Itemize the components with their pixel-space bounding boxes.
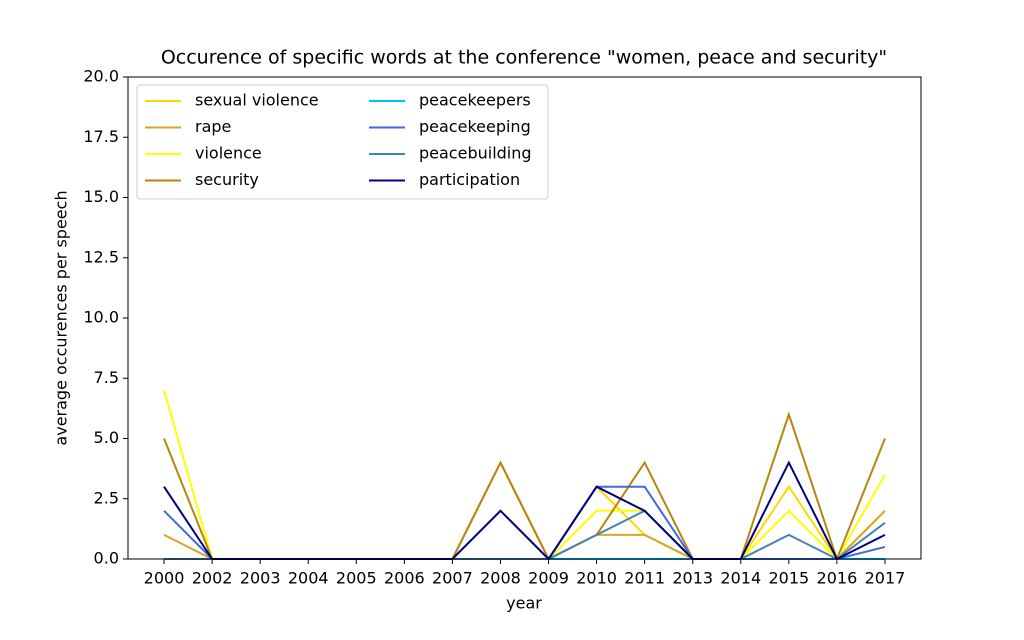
legend-label: peacekeeping	[419, 117, 531, 136]
y-tick-label: 10.0	[83, 308, 119, 327]
y-tick-label: 17.5	[83, 127, 119, 146]
y-tick-label: 2.5	[94, 488, 119, 507]
x-tick-label: 2002	[192, 569, 233, 588]
y-axis-label: average occurences per speech	[52, 190, 71, 445]
legend-label: sexual violence	[195, 91, 319, 110]
y-tick-label: 5.0	[94, 428, 119, 447]
legend-label: violence	[195, 144, 262, 163]
y-tick-label: 12.5	[83, 247, 119, 266]
x-tick-label: 2000	[144, 569, 185, 588]
x-tick-label: 2009	[528, 569, 569, 588]
x-tick-label: 2015	[768, 569, 809, 588]
plot-frame	[127, 76, 922, 560]
y-tick-label: 15.0	[83, 187, 119, 206]
y-tick-label: 0.0	[94, 549, 119, 568]
x-axis-label: year	[506, 594, 542, 613]
x-tick-label: 2005	[336, 569, 377, 588]
legend-box	[136, 84, 549, 200]
x-tick-label: 2007	[432, 569, 473, 588]
y-tick-label: 20.0	[83, 67, 119, 86]
legend-label: peacebuilding	[419, 144, 532, 163]
chart-title: Occurence of specific words at the confe…	[161, 47, 887, 69]
x-tick-label: 2013	[672, 569, 713, 588]
x-tick-label: 2014	[720, 569, 761, 588]
x-tick-label: 2016	[817, 569, 858, 588]
y-tick-label: 7.5	[94, 368, 119, 387]
x-tick-label: 2004	[288, 569, 329, 588]
x-tick-label: 2017	[865, 569, 906, 588]
x-tick-label: 2008	[480, 569, 521, 588]
x-tick-label: 2011	[624, 569, 665, 588]
legend-label: peacekeepers	[419, 91, 531, 110]
legend-label: security	[195, 170, 259, 189]
legend-label: participation	[419, 170, 520, 189]
x-tick-label: 2010	[576, 569, 617, 588]
legend-label: rape	[195, 117, 231, 136]
x-tick-label: 2003	[240, 569, 281, 588]
x-tick-label: 2006	[384, 569, 425, 588]
